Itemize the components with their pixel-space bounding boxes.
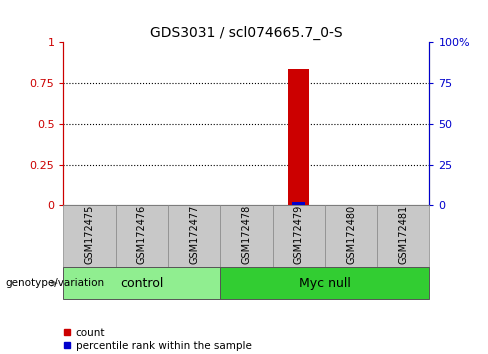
Title: GDS3031 / scl074665.7_0-S: GDS3031 / scl074665.7_0-S <box>150 26 343 40</box>
Bar <box>288 69 309 205</box>
Text: GSM172476: GSM172476 <box>137 205 147 264</box>
Text: genotype/variation: genotype/variation <box>5 278 104 288</box>
Bar <box>292 202 305 205</box>
Text: GSM172477: GSM172477 <box>189 205 199 264</box>
Text: Myc null: Myc null <box>299 277 351 290</box>
Legend: count, percentile rank within the sample: count, percentile rank within the sample <box>59 324 256 354</box>
Text: GSM172480: GSM172480 <box>346 205 356 264</box>
Text: control: control <box>120 277 163 290</box>
Text: GSM172475: GSM172475 <box>84 205 95 264</box>
Text: GSM172479: GSM172479 <box>294 205 304 264</box>
Text: GSM172478: GSM172478 <box>242 205 251 264</box>
Text: GSM172481: GSM172481 <box>398 205 408 264</box>
